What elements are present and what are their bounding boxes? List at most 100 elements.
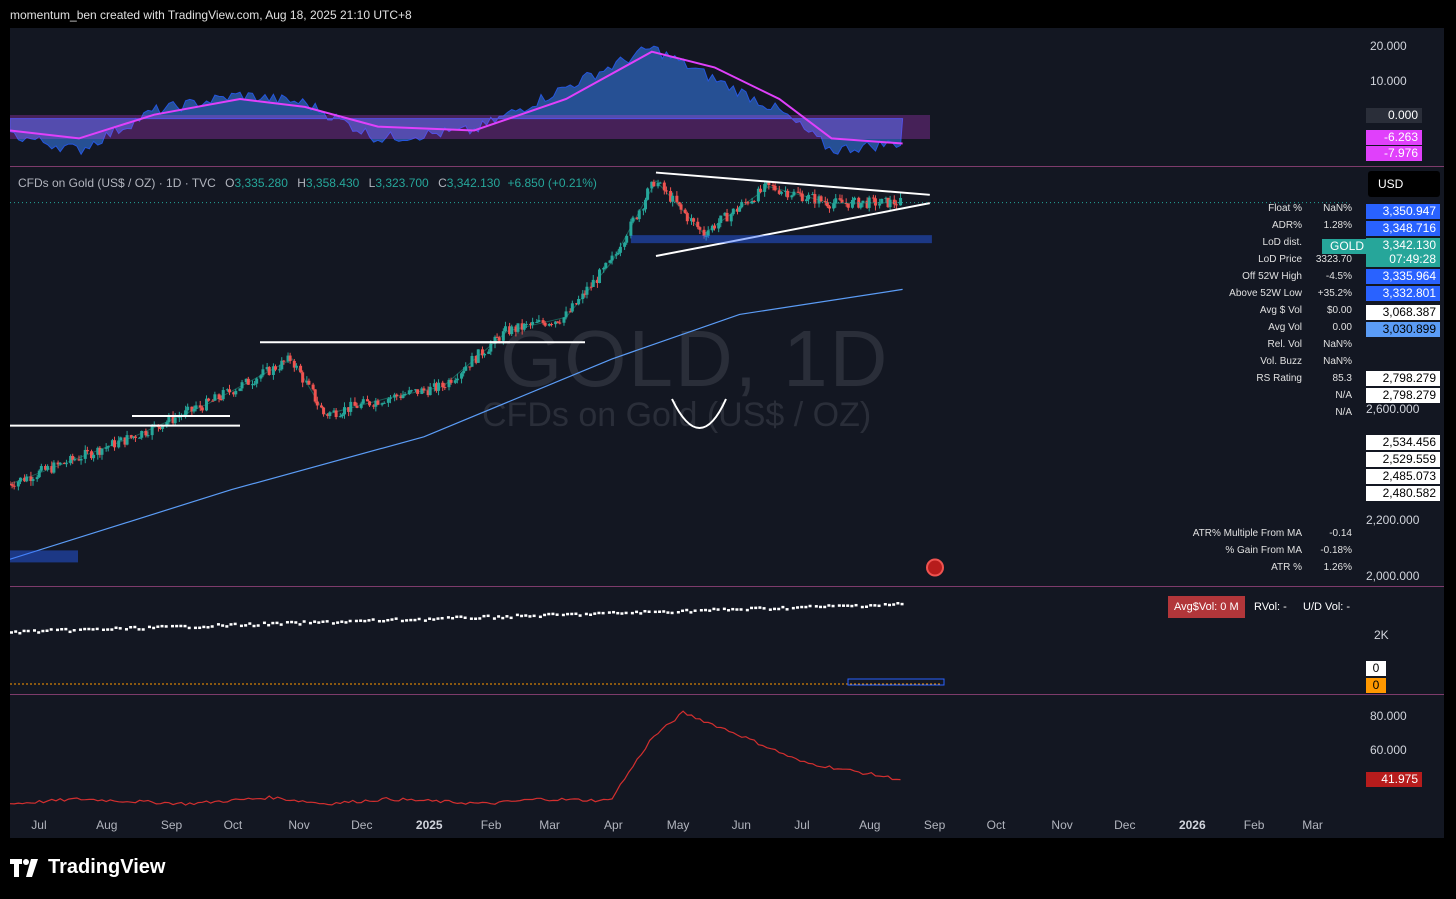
support-zone[interactable]	[630, 235, 932, 244]
volume-dot	[18, 631, 22, 635]
volume-dot	[777, 607, 781, 611]
candle-body	[326, 414, 330, 416]
volume-dot	[87, 627, 91, 631]
candle-body	[104, 447, 108, 449]
candle-body	[96, 447, 100, 455]
candle-body	[892, 199, 896, 205]
time-tick-label: 2025	[415, 818, 443, 832]
volume-dot	[141, 628, 145, 631]
candle-body	[535, 321, 539, 323]
volume-dot	[390, 618, 394, 621]
time-tick-label: Nov	[1051, 818, 1073, 832]
candle-body	[656, 183, 660, 187]
volume-dot	[497, 615, 501, 618]
volume-dot	[846, 604, 850, 607]
currency-selector[interactable]: USD	[1368, 171, 1440, 197]
candle-body	[719, 215, 723, 223]
candle-body	[98, 447, 102, 455]
price-panel[interactable]	[10, 167, 1444, 587]
candle-body	[752, 200, 756, 202]
volume-dot	[64, 627, 68, 631]
candle-body	[12, 485, 16, 487]
candle-body	[763, 184, 767, 192]
candle-body	[464, 366, 468, 371]
volume-dot	[377, 619, 381, 623]
candle-body	[899, 197, 903, 206]
stats-value: NaN%	[1323, 356, 1352, 367]
us-flag-event-icon[interactable]	[926, 558, 944, 577]
stats-label: Above 52W Low	[1229, 288, 1302, 299]
volume-dot	[313, 620, 317, 623]
osc-axis-20: 20.000	[1370, 39, 1407, 53]
stats-value: 85.3	[1332, 373, 1352, 384]
legend-o-label: O	[225, 176, 235, 190]
candle-body	[342, 407, 346, 415]
volume-dot	[463, 616, 467, 620]
candle-body	[313, 389, 317, 402]
candle-body	[531, 321, 535, 325]
trendline-2[interactable]	[655, 202, 931, 257]
volume-dot	[900, 602, 904, 606]
volume-dot	[750, 606, 754, 610]
volume-panel[interactable]	[10, 587, 1444, 695]
candle-body	[738, 207, 742, 212]
candle-body	[470, 355, 474, 367]
price-label-box: 3,342.130	[1366, 238, 1440, 253]
chart-frame[interactable]: 20.000 10.000 0.000 -6.263 -7.976 GOLD, …	[10, 28, 1444, 838]
candle-body	[129, 435, 133, 438]
stats-label: Off 52W High	[1242, 271, 1302, 282]
rs-panel[interactable]	[10, 695, 1444, 815]
candle-body	[631, 217, 635, 222]
candle-body	[850, 199, 854, 208]
volume-dot	[49, 628, 53, 631]
volume-dot	[827, 604, 831, 607]
volume-dot	[32, 629, 36, 632]
candle-body	[804, 199, 808, 202]
candle-body	[692, 218, 696, 222]
candle-body	[205, 398, 209, 411]
candle-body	[629, 221, 633, 236]
candle-body	[758, 188, 762, 192]
oscillator-panel[interactable]	[10, 28, 1444, 166]
volume-dot	[850, 604, 854, 608]
candle-body	[823, 201, 827, 203]
candle-body	[610, 255, 614, 261]
candle-body	[213, 394, 217, 401]
candle-body	[311, 384, 315, 390]
volume-dot	[271, 621, 275, 625]
cup-pattern-arc[interactable]	[671, 398, 727, 429]
volume-dot	[386, 618, 390, 622]
volume-dot	[486, 614, 490, 618]
candle-body	[765, 182, 769, 185]
candle-body	[368, 401, 372, 406]
candle-body	[641, 209, 645, 211]
candle-body	[480, 349, 484, 356]
price-label-box: 3,348.716	[1366, 221, 1440, 236]
candle-body	[679, 204, 683, 210]
osc-value-box-1: -6.263	[1366, 130, 1422, 145]
volume-dot	[394, 617, 398, 620]
stats-label: ATR %	[1271, 562, 1302, 573]
volume-dot	[708, 609, 712, 612]
volume-dot	[837, 604, 841, 607]
candle-body	[85, 449, 89, 452]
volume-dot	[239, 624, 243, 628]
time-tick-label: Apr	[604, 818, 623, 832]
candle-body	[273, 366, 277, 370]
candle-body	[825, 202, 829, 207]
candle-body	[811, 194, 815, 196]
volume-dot	[91, 628, 95, 631]
candle-body	[372, 405, 376, 407]
candle-body	[888, 199, 892, 208]
support-zone-left[interactable]	[10, 550, 78, 563]
candle-body	[165, 422, 169, 426]
volume-dot	[482, 614, 486, 618]
time-tick-label: Dec	[1114, 818, 1136, 832]
trendline-1[interactable]	[655, 171, 930, 196]
legend-open: 3,335.280	[234, 176, 288, 190]
candle-body	[35, 477, 39, 480]
candle-body	[735, 208, 739, 212]
candle-body	[608, 260, 612, 263]
time-tick-label: Jun	[731, 818, 751, 832]
candle-body	[167, 415, 171, 423]
